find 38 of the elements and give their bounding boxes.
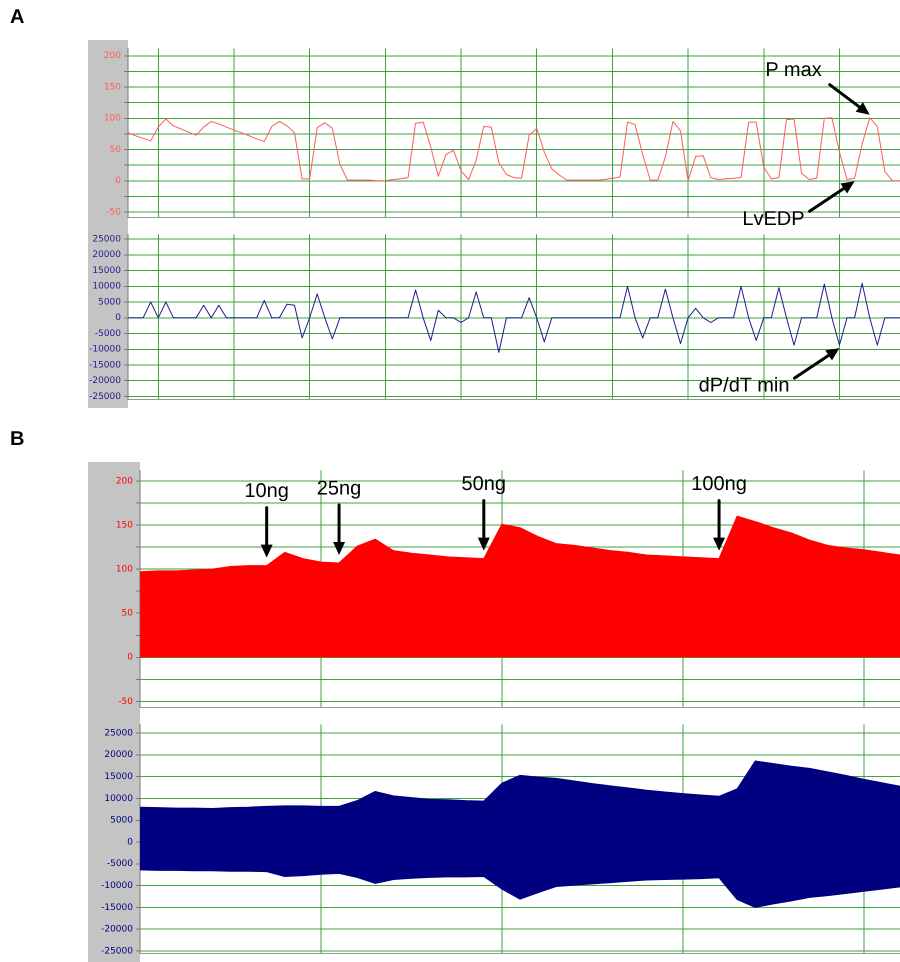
- y-tick-label: -20000: [89, 376, 122, 386]
- y-tick-label: -5000: [106, 859, 134, 870]
- y-tick-label: 50: [122, 608, 134, 619]
- y-tick-label: -15000: [89, 360, 122, 370]
- y-tick-label: 100: [104, 114, 122, 124]
- y-tick-label: -25000: [101, 946, 134, 956]
- y-tick-label: -50: [118, 696, 134, 707]
- annotation: LvEDP: [742, 208, 805, 230]
- y-tick-label: -10000: [89, 344, 122, 355]
- y-tick-label: 200: [116, 476, 134, 486]
- y-tick-label: -15000: [101, 902, 134, 913]
- y-tick-label: 20000: [104, 750, 134, 760]
- y-tick-label: 0: [127, 652, 134, 663]
- y-tick-label: 50: [110, 144, 122, 155]
- y-tick-label: 200: [104, 51, 122, 62]
- y-tick-label: 25000: [92, 234, 122, 244]
- y-tick-label: 100: [116, 564, 134, 575]
- y-tick-label: -5000: [94, 328, 122, 339]
- y-tick-label: 20000: [92, 250, 122, 260]
- y-tick-label: 0: [115, 176, 122, 186]
- y-tick-label: -10000: [101, 880, 134, 891]
- y-tick-label: 5000: [110, 816, 134, 826]
- y-tick-label: -20000: [101, 924, 134, 935]
- y-tick-label: 0: [115, 313, 122, 324]
- y-tick-label: 15000: [104, 772, 134, 782]
- y-tick-label: 0: [127, 837, 134, 848]
- y-tick-label: 150: [116, 520, 134, 530]
- y-tick-label: 25000: [104, 728, 134, 738]
- y-tick-label: 10000: [92, 282, 122, 292]
- y-tick-label: -25000: [89, 392, 122, 402]
- y-tick-label: 5000: [98, 297, 122, 308]
- y-tick-label: 15000: [92, 266, 122, 276]
- chart-title: B: [10, 428, 24, 451]
- y-tick-label: 10000: [104, 794, 134, 804]
- annotation: 10ng: [244, 480, 289, 502]
- y-tick-label: -50: [106, 207, 122, 218]
- chart-title: A: [10, 6, 24, 29]
- y-tick-label: 150: [104, 82, 122, 92]
